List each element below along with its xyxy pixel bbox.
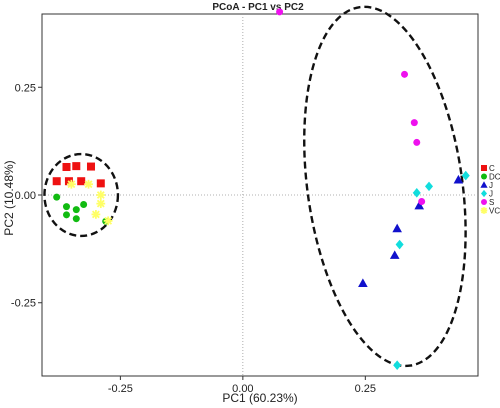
data-point-j xyxy=(389,250,400,259)
y-tick-label: -0.25 xyxy=(11,298,36,310)
legend-marker-j xyxy=(480,181,488,188)
legend-marker-c xyxy=(481,165,487,171)
data-point-c xyxy=(77,177,86,186)
x-tick-label: 0.25 xyxy=(355,383,376,395)
data-point-j xyxy=(393,360,402,371)
data-point-dc xyxy=(72,215,80,223)
chart-title: PCoA - PC1 vs PC2 xyxy=(212,2,304,13)
data-point-dc xyxy=(53,193,61,201)
data-point-j xyxy=(395,239,404,250)
legend-label-vc: VC xyxy=(489,207,500,216)
legend-label-s: S xyxy=(489,198,494,207)
x-tick-label: 0.00 xyxy=(232,383,253,395)
y-axis-ticks: -0.25 0.00 0.25 xyxy=(11,82,42,310)
legend-label-j: J xyxy=(489,190,493,199)
data-point-j xyxy=(392,223,402,233)
x-axis-label: PC1 (60.23%) xyxy=(222,391,297,405)
data-point-vc xyxy=(103,216,113,226)
data-point-vc xyxy=(96,190,106,200)
data-point-j xyxy=(414,200,425,210)
data-point-s xyxy=(418,197,426,205)
data-point-j xyxy=(461,170,470,181)
data-point-c xyxy=(62,162,71,171)
legend-marker-j xyxy=(481,189,487,198)
data-point-vc xyxy=(91,209,101,219)
data-point-c xyxy=(86,162,95,171)
data-point-vc xyxy=(96,199,106,209)
data-point-dc xyxy=(62,211,70,219)
data-point-s xyxy=(410,119,418,127)
y-tick-label: 0.25 xyxy=(15,82,36,94)
legend-label-c: C xyxy=(489,164,495,173)
confidence-ellipse xyxy=(43,152,120,238)
y-tick-label: 0.00 xyxy=(15,190,36,202)
data-point-dc xyxy=(62,203,70,211)
data-point-s xyxy=(276,8,284,16)
data-point-c xyxy=(72,162,81,171)
legend-marker-dc xyxy=(481,173,487,180)
legend-marker-vc xyxy=(480,207,488,214)
reference-lines xyxy=(42,14,478,376)
data-point-j xyxy=(453,174,464,184)
data-point-j xyxy=(412,188,421,198)
confidence-ellipses xyxy=(43,5,467,368)
confidence-ellipse xyxy=(303,5,467,368)
data-point-j xyxy=(425,181,434,192)
y-axis-label: PC2 (10.48%) xyxy=(2,160,16,235)
data-point-dc xyxy=(72,206,80,214)
data-point-dc xyxy=(80,200,88,208)
legend-label-j: J xyxy=(489,181,493,190)
data-point-s xyxy=(413,138,421,146)
x-tick-label: -0.25 xyxy=(108,383,133,395)
legend-marker-s xyxy=(481,199,487,205)
data-point-c xyxy=(96,179,105,188)
data-points xyxy=(52,8,470,371)
data-point-c xyxy=(52,177,61,186)
data-point-vc xyxy=(66,179,76,189)
data-point-vc xyxy=(84,179,93,189)
x-axis-ticks: -0.25 0.00 0.25 xyxy=(108,376,376,395)
legend-label-dc: DC xyxy=(489,173,500,182)
data-point-s xyxy=(401,70,409,78)
data-point-j xyxy=(358,278,368,287)
